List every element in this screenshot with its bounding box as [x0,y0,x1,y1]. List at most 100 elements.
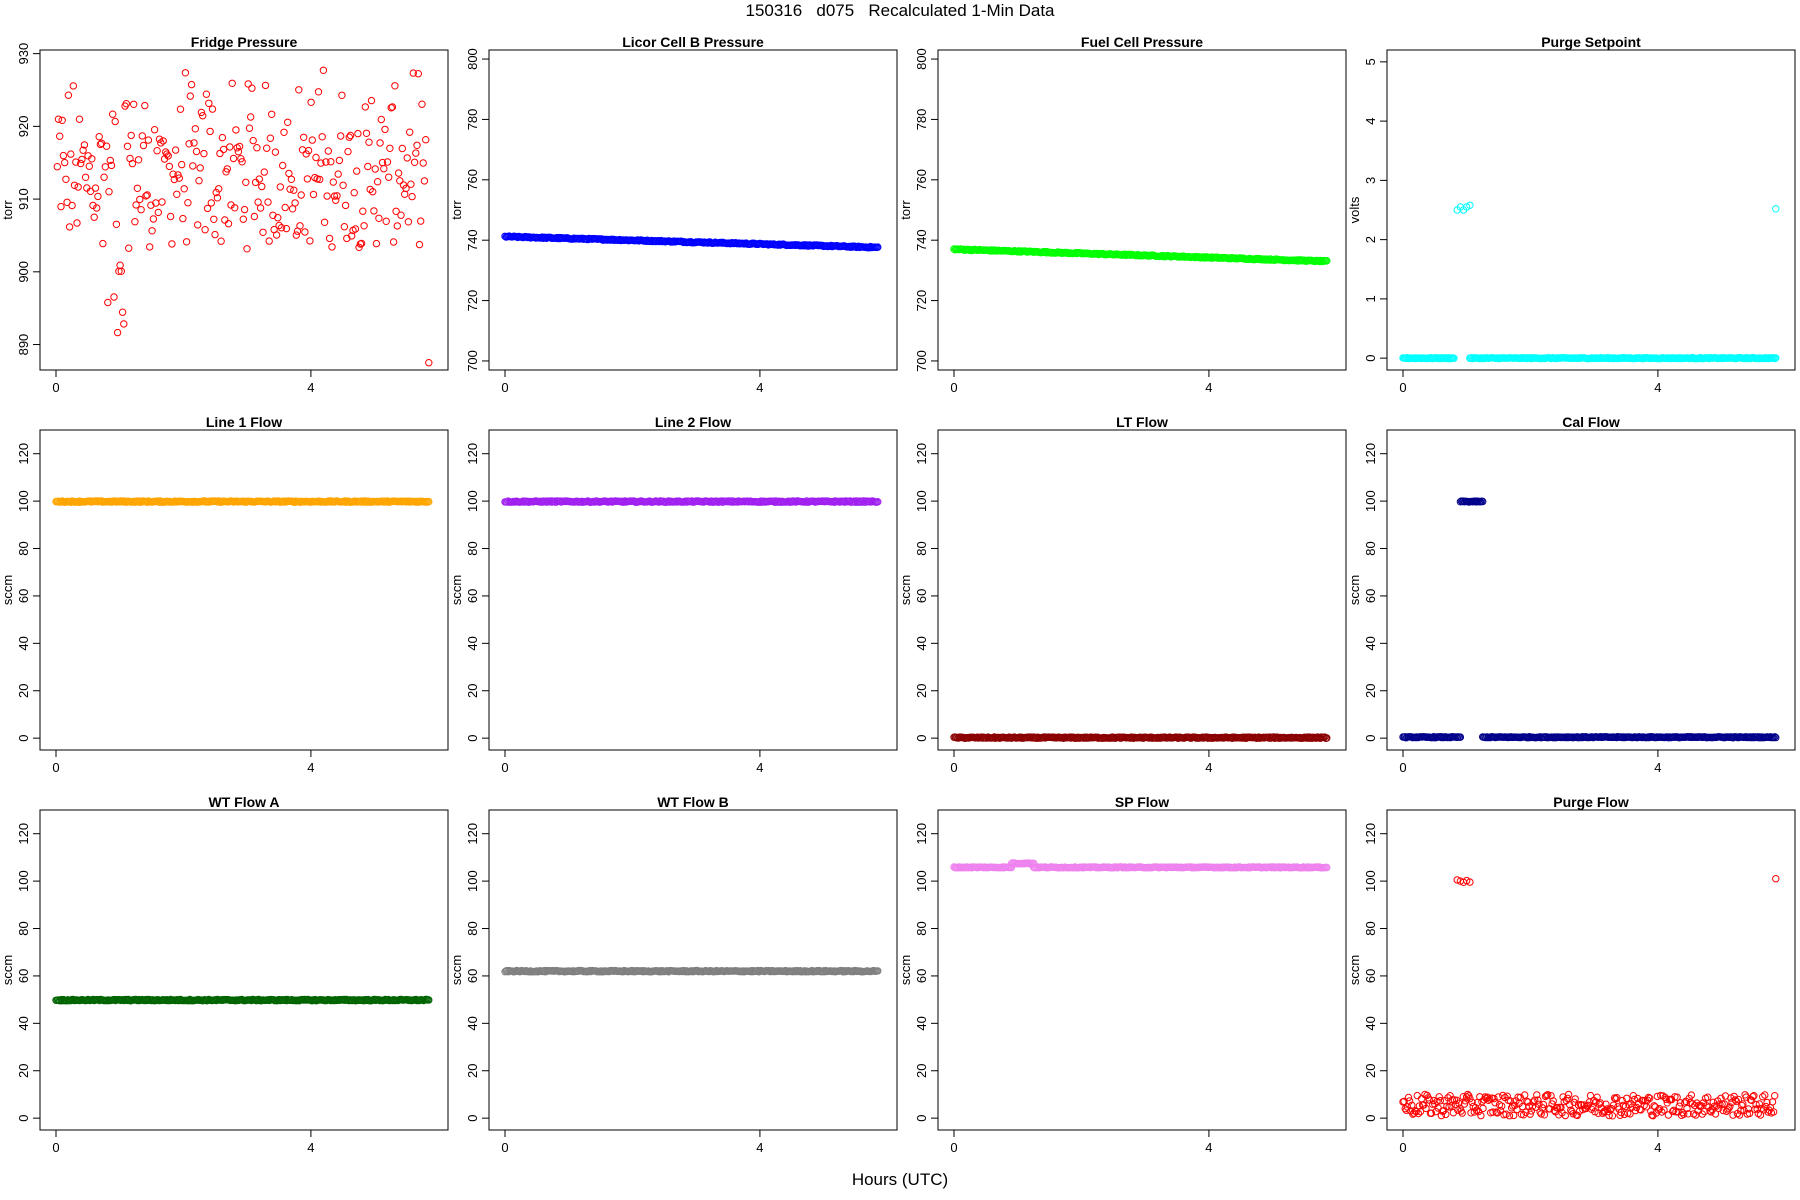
y-tick-label: 40 [465,636,480,650]
data-point [402,184,410,193]
data-point [186,92,195,100]
data-point [425,996,433,1004]
y-tick-label: 120 [16,443,31,465]
data-point [344,147,352,156]
data-point [1631,1106,1640,1115]
data-point [1323,863,1331,872]
data-point [1435,1093,1443,1101]
data-point [1436,1097,1445,1105]
data-point [1771,1092,1779,1100]
data-point [333,192,341,200]
x-tick-label: 4 [1654,380,1661,395]
data-point [238,158,246,166]
data-point [85,162,94,170]
y-axis-label: sccm [449,955,464,985]
plot-frame [937,429,1347,751]
y-tick-label: 890 [16,334,31,356]
data-point [217,237,225,245]
data-point [149,215,158,223]
data-point [1748,1096,1756,1105]
data-point [263,144,271,152]
y-tick-label: 740 [914,229,929,251]
data-point [59,151,68,160]
y-tick-label: 100 [914,490,929,512]
y-tick-label: 80 [1363,921,1378,935]
data-point [1498,1102,1506,1110]
data-point [221,216,229,224]
data-point [295,86,303,94]
data-point [425,497,433,506]
x-tick-label: 0 [950,1140,957,1155]
subplot-title: LT Flow [1116,414,1168,430]
x-tick-label: 4 [1205,380,1212,395]
data-point [304,146,313,155]
data-point [1323,257,1331,265]
subplot-title: Purge Flow [1553,794,1629,810]
data-point [223,165,232,173]
data-point [1456,733,1465,741]
y-tick-label: 20 [1363,1064,1378,1078]
plot-frame [488,429,898,751]
data-point [1461,1097,1470,1105]
data-point [1670,1106,1678,1115]
data-point [1598,1109,1607,1117]
data-point [250,212,259,221]
data-point [224,220,233,228]
data-point [1717,1094,1725,1103]
data-point [130,100,138,109]
data-point [190,139,198,147]
y-tick-label: 20 [914,684,929,698]
data-points [501,966,882,976]
y-tick-label: 40 [16,1016,31,1030]
data-point [1725,1104,1733,1112]
plot-frame [39,809,449,1131]
y-tick-label: 780 [914,109,929,131]
data-point [207,199,216,207]
plot-frame [937,49,1347,371]
y-tick-label: 60 [16,969,31,983]
y-tick-label: 100 [465,490,480,512]
data-point [1524,1098,1532,1106]
data-point [1644,1093,1653,1102]
data-point [212,188,220,197]
data-point [385,173,393,181]
data-point [1586,1091,1595,1100]
y-tick-label: 80 [914,921,929,935]
subplot-title: Purge Setpoint [1541,34,1641,50]
y-tick-label: 20 [914,1064,929,1078]
data-point [142,192,150,200]
data-point [111,117,119,126]
data-point [1772,354,1780,362]
data-point [325,234,334,243]
data-point [201,226,209,234]
data-point [276,183,284,191]
subplot-title: Line 2 Flow [655,414,731,430]
data-point [364,162,372,171]
data-point [189,162,197,170]
data-point [1660,1106,1668,1114]
data-point [324,147,332,155]
data-point [118,308,127,316]
data-point [328,243,336,251]
data-point [1459,1093,1468,1101]
data-point [1408,1101,1416,1110]
x-tick-label: 4 [1205,760,1212,775]
data-point [376,139,384,147]
y-tick-label: 120 [1363,823,1378,845]
data-point [406,128,414,136]
data-point [413,141,421,150]
data-point [1680,1110,1688,1119]
data-point [1540,1111,1549,1119]
data-point [240,205,249,214]
data-point [242,178,250,187]
y-axis-label: sccm [449,575,464,605]
data-point [272,231,281,239]
data-point [1750,1092,1758,1100]
data-point [281,203,289,212]
data-point [308,136,316,144]
data-point [1687,1091,1696,1099]
data-point [298,146,307,154]
data-point [265,237,273,245]
data-point [1678,1108,1687,1117]
x-tick-label: 0 [52,380,59,395]
